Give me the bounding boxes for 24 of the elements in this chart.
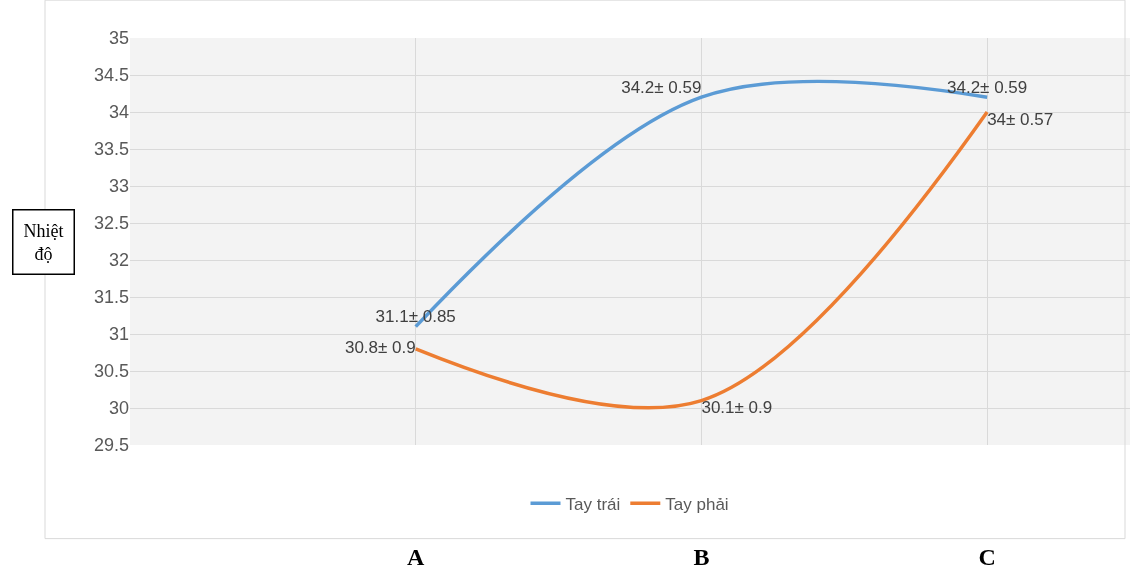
y-tick-label: 35 — [108, 28, 129, 49]
y-tick-label: 33 — [108, 176, 129, 197]
y-tick-label: 34.5 — [93, 65, 129, 86]
y-tick-label: 34 — [108, 102, 129, 123]
data-label: 34± 0.57 — [987, 109, 1054, 129]
data-label: 34.2± 0.59 — [621, 77, 702, 97]
data-label: 34.2± 0.59 — [947, 77, 1028, 97]
y-tick-label: 31 — [108, 324, 129, 345]
y-tick-label: 32.5 — [93, 213, 129, 234]
y-tick-label: 30.5 — [93, 361, 129, 382]
data-label: 31.1± 0.85 — [375, 307, 456, 327]
legend-label: Tay trái — [565, 494, 621, 514]
y-axis-title: Nhiệt độ — [23, 220, 64, 264]
y-tick-label: 32 — [108, 250, 129, 271]
y-tick-label: 31.5 — [93, 287, 129, 308]
data-label: 30.8± 0.9 — [344, 338, 416, 358]
x-tick-label: A — [407, 544, 426, 568]
y-tick-label: 33.5 — [93, 139, 129, 160]
data-label: 30.1± 0.9 — [701, 398, 773, 418]
legend-label: Tay phải — [665, 494, 729, 514]
y-tick-label: 30 — [108, 398, 129, 419]
x-tick-label: B — [693, 544, 710, 568]
y-tick-label: 29.5 — [93, 435, 129, 456]
x-tick-label: C — [978, 544, 996, 568]
